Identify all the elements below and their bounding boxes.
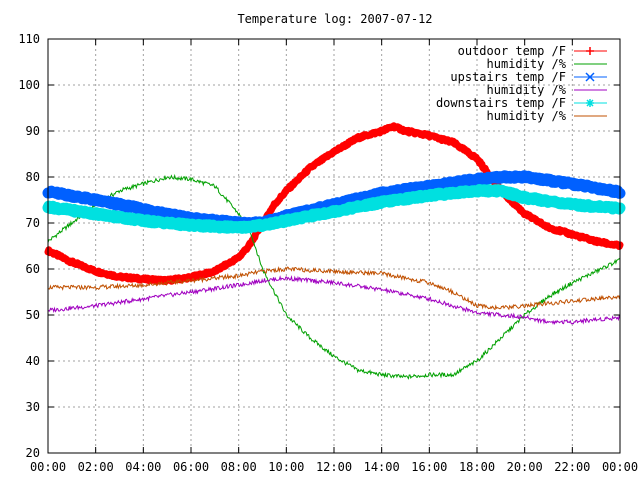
legend-label: upstairs temp /F — [450, 70, 566, 84]
y-tick-label: 60 — [26, 262, 40, 276]
legend-marker — [586, 47, 594, 55]
legend-item: humidity /% — [487, 83, 607, 97]
series-5 — [42, 184, 626, 234]
legend-marker — [585, 72, 595, 82]
y-tick-label: 20 — [26, 446, 40, 460]
chart-title: Temperature log: 2007-07-12 — [237, 12, 432, 26]
y-tick-label: 70 — [26, 216, 40, 230]
y-tick-label: 80 — [26, 170, 40, 184]
x-tick-label: 00:00 — [30, 460, 66, 474]
series-2 — [47, 173, 621, 380]
y-tick-label: 30 — [26, 400, 40, 414]
legend-item: downstairs temp /F — [436, 96, 607, 110]
series-line — [47, 173, 621, 380]
legend-label: humidity /% — [487, 83, 567, 97]
series-layer — [42, 122, 626, 380]
x-tick-label: 12:00 — [316, 460, 352, 474]
x-tick-label: 00:00 — [602, 460, 638, 474]
series-line — [47, 275, 621, 325]
x-tick-label: 22:00 — [554, 460, 590, 474]
x-tick-label: 04:00 — [125, 460, 161, 474]
legend-item: outdoor temp /F — [458, 44, 607, 58]
legend-marker — [586, 99, 594, 107]
y-tick-label: 110 — [18, 32, 40, 46]
series-4 — [47, 275, 621, 325]
legend-label: outdoor temp /F — [458, 44, 566, 58]
x-tick-label: 10:00 — [268, 460, 304, 474]
x-tick-label: 06:00 — [173, 460, 209, 474]
x-tick-label: 14:00 — [364, 460, 400, 474]
series-points-band — [42, 184, 626, 234]
y-tick-label: 100 — [18, 78, 40, 92]
legend-item: upstairs temp /F — [450, 70, 607, 84]
x-tick-label: 16:00 — [411, 460, 447, 474]
legend-label: downstairs temp /F — [436, 96, 566, 110]
legend-label: humidity /% — [487, 109, 567, 123]
y-tick-label: 90 — [26, 124, 40, 138]
grid — [48, 39, 620, 453]
y-tick-label: 40 — [26, 354, 40, 368]
x-tick-label: 08:00 — [221, 460, 257, 474]
series-line — [47, 265, 621, 311]
x-tick-label: 02:00 — [78, 460, 114, 474]
series-6 — [47, 265, 621, 311]
legend-item: humidity /% — [487, 57, 607, 71]
x-tick-label: 20:00 — [507, 460, 543, 474]
y-tick-label: 50 — [26, 308, 40, 322]
series-points-band — [44, 122, 624, 286]
legend-label: humidity /% — [487, 57, 567, 71]
legend-item: humidity /% — [487, 109, 607, 123]
axes: 20 30 40 50 60 70 80 90 100 110 00:00 02:00 04:00 06:… — [18, 32, 638, 474]
x-tick-label: 18:00 — [459, 460, 495, 474]
series-1 — [44, 122, 624, 286]
